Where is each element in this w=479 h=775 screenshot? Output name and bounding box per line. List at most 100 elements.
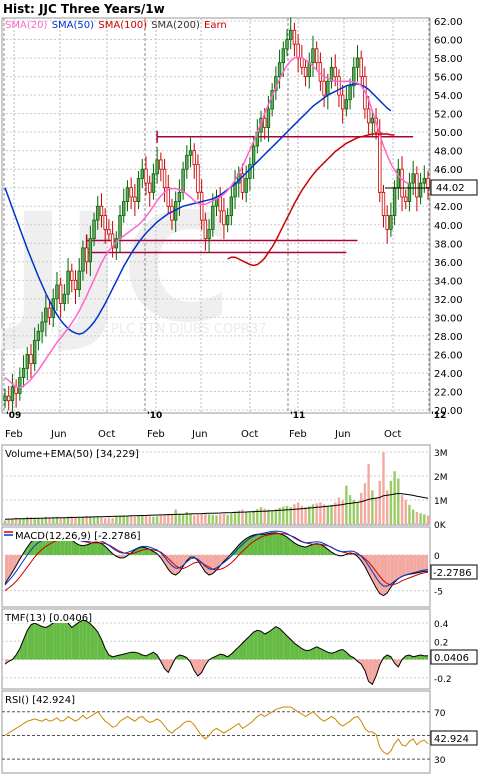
candle-body xyxy=(359,57,363,77)
price-tick-label: 26.00 xyxy=(434,350,463,361)
time-axis-ticks: Feb Jun Oct Feb Jun Oct Feb Jun Oct '09 '10 '11 '12 xyxy=(5,411,446,440)
volume-bar xyxy=(248,512,252,524)
volume-bar xyxy=(63,517,66,524)
volume-label-close: ] xyxy=(135,449,139,460)
candle-body xyxy=(344,99,349,110)
tmf-area-segment xyxy=(390,656,395,664)
macd-area xyxy=(402,555,406,577)
volume-bar xyxy=(411,509,415,524)
candle-body xyxy=(181,168,185,193)
month-tick-label: Jun xyxy=(191,429,208,440)
volume-bar xyxy=(22,518,25,524)
volume-bar xyxy=(59,518,62,524)
candle-body xyxy=(296,43,300,59)
macd-area xyxy=(420,555,425,573)
candle-body xyxy=(44,307,48,323)
macd-area xyxy=(287,537,291,555)
candle-body xyxy=(378,131,382,193)
tmf-area-segment xyxy=(394,659,399,667)
tmf-area-segment xyxy=(287,635,291,660)
candle-body xyxy=(21,367,26,378)
volume-label: Volume+EMA(50) [34,229] xyxy=(5,449,139,460)
macd-area xyxy=(283,535,287,555)
volume-bar xyxy=(137,515,140,524)
volume-bar xyxy=(155,516,159,524)
volume-bar xyxy=(181,514,185,524)
candle-body xyxy=(422,178,426,184)
candle-body xyxy=(125,187,130,203)
candle-body xyxy=(355,57,360,68)
tmf-area-segment xyxy=(246,635,250,660)
candle-body xyxy=(188,150,193,156)
candle-body xyxy=(62,293,67,304)
macd-area xyxy=(68,537,72,555)
tmf-area-segment xyxy=(120,654,124,660)
rsi-label-rest: ) [42.924] xyxy=(25,695,75,706)
tmf-tick-label: 0.4 xyxy=(434,620,449,630)
tmf-area-segment xyxy=(64,620,69,660)
candle-body xyxy=(7,395,11,402)
candle-body xyxy=(129,187,133,198)
candle-body xyxy=(229,196,234,216)
candle-body xyxy=(333,66,337,77)
macd-area xyxy=(257,534,262,555)
volume-bar xyxy=(419,513,422,524)
sma100-line xyxy=(227,133,395,267)
price-tick-label: 52.00 xyxy=(434,110,463,121)
candle-body xyxy=(248,164,252,179)
volume-bar xyxy=(356,502,359,524)
volume-bar xyxy=(115,516,118,524)
price-tick-label: 22.00 xyxy=(434,387,463,398)
macd-label-value: -2.2786 xyxy=(98,531,137,542)
volume-bar xyxy=(7,519,10,524)
volume-bar xyxy=(219,514,222,524)
chart-title: Hist: JJC Three Years/1w xyxy=(3,2,165,16)
legend-item-0: SMA(20) xyxy=(5,20,47,31)
candle-body xyxy=(225,215,230,226)
tmf-area-segment xyxy=(94,627,98,660)
volume-bar xyxy=(244,511,248,524)
legend-item-2: SMA(100) xyxy=(98,20,147,31)
tmf-area-segment xyxy=(257,630,262,660)
macd-area xyxy=(90,542,95,555)
volume-bar xyxy=(141,514,144,524)
candle-body xyxy=(326,80,330,96)
tmf-area-segment xyxy=(331,652,336,660)
macd-area xyxy=(290,540,295,555)
macd-area xyxy=(175,555,180,575)
volume-bar xyxy=(278,507,281,524)
candle-body xyxy=(122,201,126,216)
macd-area xyxy=(390,555,395,588)
candle-body xyxy=(159,159,163,170)
macd-area xyxy=(220,555,224,566)
macd-area xyxy=(86,543,91,555)
macd-area xyxy=(82,545,87,555)
volume-bar xyxy=(178,514,181,524)
volume-bar xyxy=(118,516,122,524)
candle-body xyxy=(352,66,356,87)
month-tick-label: Oct xyxy=(241,429,258,440)
tmf-label-name: TMF(1 xyxy=(4,613,36,624)
month-tick-label: Feb xyxy=(289,429,307,440)
volume-bar xyxy=(48,517,51,524)
year-tick-label: '09 xyxy=(6,411,21,421)
tmf-area-segment xyxy=(361,659,365,671)
tmf-area-segment xyxy=(264,632,269,660)
volume-bar xyxy=(26,516,29,524)
candle-body xyxy=(144,168,148,184)
chart-header: Hist: JJC Three Years/1w SMA(20) SMA(50) S… xyxy=(2,1,430,31)
candle-body xyxy=(322,80,326,96)
candle-body xyxy=(222,210,226,226)
volume-bar xyxy=(382,452,385,524)
candle-body xyxy=(311,48,315,64)
macd-area xyxy=(261,534,265,555)
tmf-area-segment xyxy=(249,632,254,660)
volume-bar xyxy=(163,514,166,524)
candle-body xyxy=(415,173,419,198)
price-tick-label: 42.00 xyxy=(434,202,463,213)
volume-bar xyxy=(126,515,129,524)
volume-bar xyxy=(185,512,189,524)
price-tick-label: 20.00 xyxy=(434,406,463,417)
macd-area xyxy=(34,536,39,555)
